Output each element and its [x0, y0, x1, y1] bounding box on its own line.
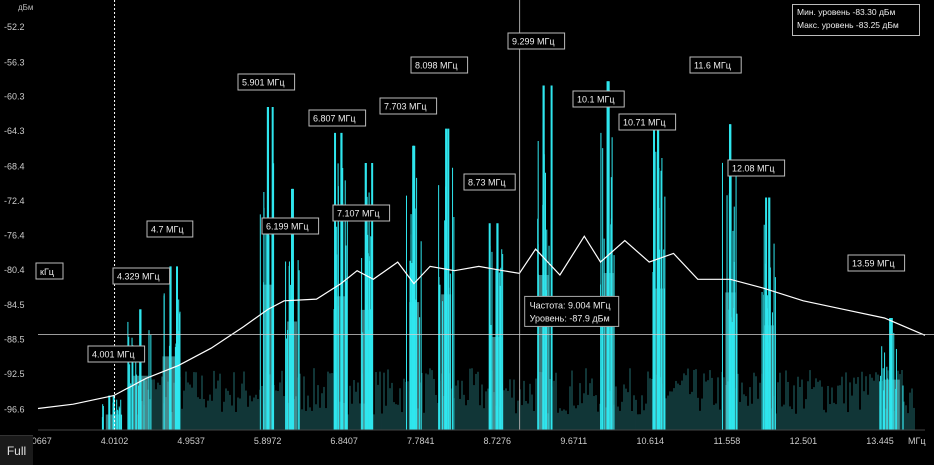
peak-label-box	[261, 217, 320, 235]
peak-label-box	[618, 113, 677, 131]
peak-label: 8.098 МГц	[415, 61, 458, 71]
x-tick-label: 4.0102	[101, 436, 129, 446]
spectrum-lines	[101, 81, 904, 430]
peak-label: 12.08 МГц	[732, 164, 775, 174]
peak-label: 11.6 МГц	[694, 61, 731, 71]
y-tick-label: -96.6	[4, 404, 25, 414]
x-tick-label: 5.8972	[254, 436, 282, 446]
spectrum-fill	[105, 273, 915, 430]
peak-label-box	[727, 159, 786, 177]
peak-label-box	[379, 97, 438, 115]
level-stats-panel: Мин. уровень -83.30 дБм Макс. уровень -8…	[792, 4, 920, 36]
y-tick-label: -72.4	[4, 196, 25, 206]
cursor-level-text: Уровень: -87.9 дБм	[530, 313, 610, 323]
cursor-frequency-text: Частота: 9.004 МГц	[530, 300, 611, 310]
peak-label: 8.73 МГц	[468, 178, 506, 188]
y-tick-label: -92.5	[4, 369, 25, 379]
peak-label-box	[112, 267, 171, 285]
peak-label-box	[332, 204, 391, 222]
average-trace	[37, 235, 926, 410]
x-tick-label: 3.0667	[24, 436, 52, 446]
peak-label-box	[146, 220, 194, 238]
peak-label-box	[308, 109, 367, 127]
peak-label: 6.199 МГц	[266, 222, 309, 232]
y-tick-label: -76.4	[4, 230, 25, 240]
y-tick-label: -68.4	[4, 161, 25, 171]
peak-label: 7.703 МГц	[384, 102, 427, 112]
axes: дБм -52.2 -56.3 -60.3 -64.3 -68.4 -72.4 -76.4 -8…	[4, 3, 926, 446]
peak-label-box	[463, 173, 516, 191]
peak-label: 4.001 МГц	[92, 350, 135, 360]
peak-label-box	[410, 56, 469, 74]
y-tick-label: -52.2	[4, 22, 25, 32]
x-tick-label: 10.614	[637, 436, 665, 446]
x-tick-label: 12.501	[790, 436, 818, 446]
x-tick-label: 11.558	[713, 436, 740, 446]
peak-label-box	[237, 73, 296, 91]
cursor-readout-box	[524, 295, 620, 327]
peak-label: 10.71 МГц	[623, 118, 666, 128]
y-tick-label: -80.4	[4, 265, 25, 275]
x-tick-label: 7.7841	[407, 436, 435, 446]
y-axis-unit: дБм	[18, 3, 33, 12]
peak-label: 9.299 МГц	[512, 37, 555, 47]
x-tick-label: 8.7276	[483, 436, 511, 446]
peak-label: 4.7 МГц	[151, 225, 184, 235]
y-tick-label: -56.3	[4, 57, 25, 67]
peak-label: 5.901 МГц	[242, 78, 285, 88]
peak-label: 10.1 МГц	[577, 95, 615, 105]
peak-label-box	[87, 345, 146, 363]
x-tick-label: 4.9537	[177, 436, 205, 446]
peak-label-box	[507, 32, 566, 50]
full-button[interactable]: Full	[0, 435, 33, 465]
peak-label: 6.807 МГц	[313, 114, 356, 124]
min-level-text: Мин. уровень -83.30 дБм	[797, 7, 896, 17]
peak-label: 7.107 МГц	[337, 209, 380, 219]
x-axis-unit: МГц	[908, 436, 926, 446]
peak-labels: 4.001 МГц 4.329 МГц 4.7 МГц 5.901 МГц 6.199 …	[35, 32, 906, 363]
y-tick-label: -64.3	[4, 126, 25, 136]
trace-line	[37, 235, 926, 410]
max-level-text: Макс. уровень -83.25 дБм	[797, 20, 899, 30]
x-tick-label: 6.8407	[330, 436, 358, 446]
x-tick-label: 9.6711	[560, 436, 587, 446]
peak-label: 13.59 МГц	[852, 259, 895, 269]
peak-label: 4.329 МГц	[117, 272, 160, 282]
partial-label: кГц	[40, 267, 54, 277]
cursor-crosshair[interactable]: Частота: 9.004 МГц Уровень: -87.9 дБм	[38, 0, 934, 430]
y-tick-label: -88.5	[4, 335, 25, 345]
x-tick-label: 13.445	[866, 436, 894, 446]
peak-label-box	[689, 56, 742, 74]
peak-label-box	[847, 254, 906, 272]
peak-label-box	[572, 90, 625, 108]
y-tick-label: -84.5	[4, 300, 25, 310]
partial-label-box	[35, 262, 64, 280]
y-tick-label: -60.3	[4, 92, 25, 102]
